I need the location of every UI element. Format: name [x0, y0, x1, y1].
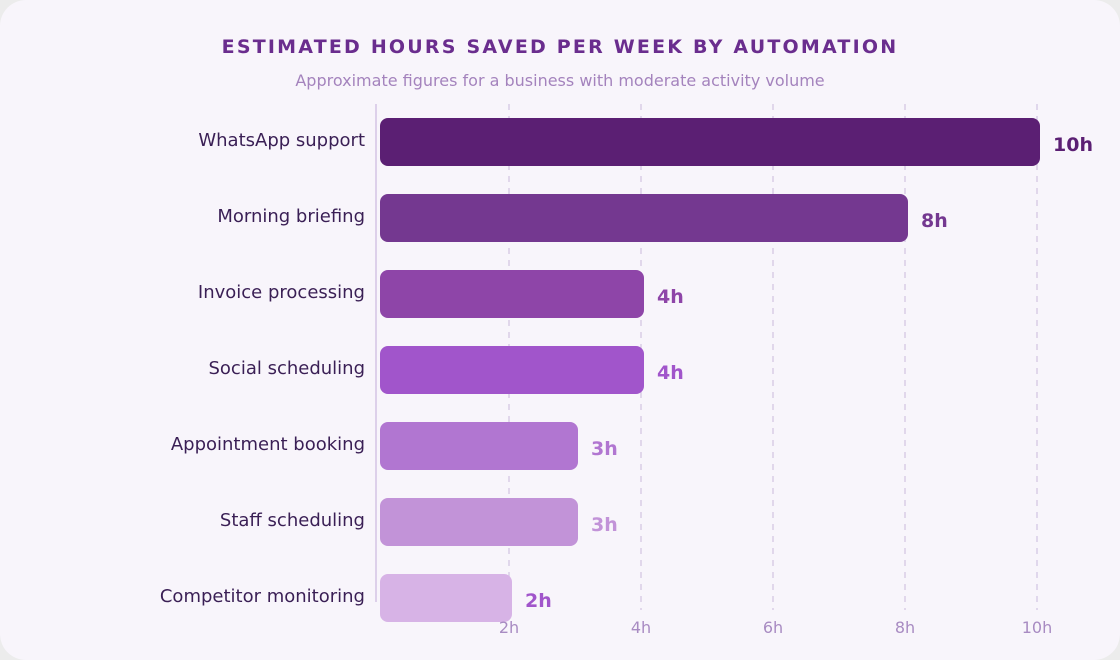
x-tick-label: 10h — [1022, 618, 1053, 637]
bar — [380, 270, 644, 318]
category-label: Social scheduling — [208, 358, 365, 379]
bar — [380, 194, 908, 242]
category-label: Staff scheduling — [220, 510, 365, 531]
value-label: 8h — [921, 210, 948, 232]
category-label: Appointment booking — [171, 434, 365, 455]
bar — [380, 574, 512, 622]
category-label: Competitor monitoring — [160, 586, 365, 607]
category-label: WhatsApp support — [198, 130, 365, 151]
bar — [380, 346, 644, 394]
bars — [380, 118, 1040, 622]
value-label: 2h — [525, 590, 552, 612]
x-tick-label: 6h — [763, 618, 783, 637]
bar — [380, 498, 578, 546]
bar — [380, 118, 1040, 166]
value-label: 3h — [591, 438, 618, 460]
value-labels: 10h 8h 4h 4h 3h 3h 2h — [525, 134, 1093, 612]
value-label: 4h — [657, 362, 684, 384]
x-tick-labels: 2h 4h 6h 8h 10h — [499, 618, 1052, 637]
chart-title: ESTIMATED HOURS SAVED PER WEEK BY AUTOMA… — [221, 36, 899, 58]
value-label: 10h — [1053, 134, 1093, 156]
category-labels: WhatsApp support Morning briefing Invoice … — [160, 130, 365, 607]
chart-subtitle: Approximate figures for a business with … — [295, 71, 825, 90]
category-label: Morning briefing — [217, 206, 365, 227]
bar — [380, 422, 578, 470]
value-label: 3h — [591, 514, 618, 536]
value-label: 4h — [657, 286, 684, 308]
category-label: Invoice processing — [198, 282, 365, 303]
x-tick-label: 8h — [895, 618, 915, 637]
x-tick-label: 2h — [499, 618, 519, 637]
x-tick-label: 4h — [631, 618, 651, 637]
